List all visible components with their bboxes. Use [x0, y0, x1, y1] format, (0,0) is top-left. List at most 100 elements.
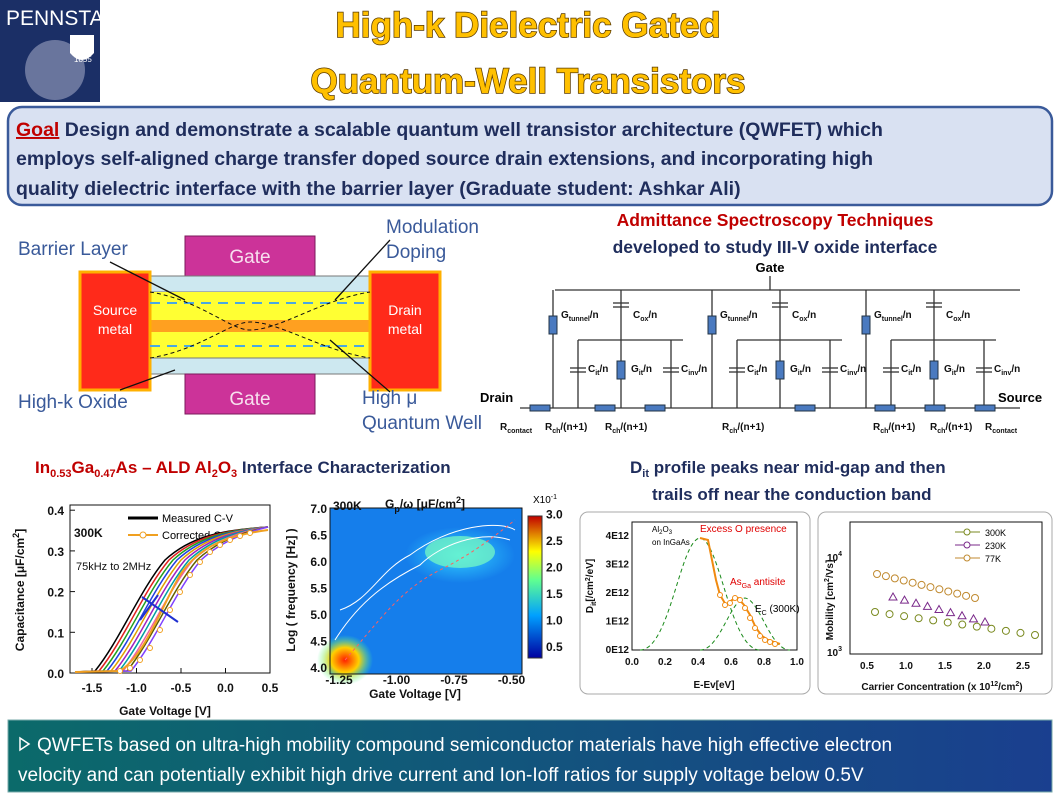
t: it: [591, 601, 598, 606]
label-part: C: [840, 364, 847, 375]
t: /ω [μF/cm: [400, 497, 456, 511]
mobility-point: [899, 595, 910, 604]
fit-curve: [699, 597, 791, 651]
legend-label: 300K: [985, 528, 1006, 538]
corrected-point: [187, 572, 193, 578]
t: (300K): [767, 604, 800, 615]
r-label: Rch/(n+1): [545, 422, 587, 435]
gate-label: Gate: [756, 260, 785, 275]
t: 2: [212, 468, 218, 480]
y-tick-label: 5.0: [310, 608, 327, 622]
mobility-point: [958, 620, 967, 629]
mobility-point: [911, 598, 921, 607]
colorbar-label: 3.0: [546, 508, 563, 522]
label-part: 3: [838, 646, 842, 653]
c-it-label: Cit/n: [901, 364, 921, 377]
mobility-point: [957, 610, 967, 620]
cv-curve: [74, 526, 269, 673]
corrected-point: [137, 657, 143, 663]
corrected-point: [117, 668, 123, 674]
t: Ga: [72, 458, 95, 477]
c-ox-label: Cox/n: [792, 310, 816, 323]
t: C: [762, 610, 767, 617]
goal-box: [6, 105, 1054, 207]
dit-point: [752, 625, 758, 631]
label-part: /(n+1): [560, 422, 587, 433]
t: -1: [551, 494, 557, 501]
resistor: [548, 315, 558, 335]
y-tick-label: 0.4: [47, 504, 64, 518]
x-tick-label: 2.0: [977, 661, 991, 672]
label-part: 10: [827, 648, 839, 659]
gate-bottom: [184, 373, 316, 415]
label-part: /(n+1): [620, 422, 647, 433]
cv-temp: 300K: [74, 526, 103, 540]
label-part: C: [792, 310, 799, 321]
x-tick-label: 0.0: [625, 657, 639, 668]
label-part: /(n+1): [945, 422, 972, 433]
cv-curve: [74, 526, 269, 673]
t: 0.47: [94, 468, 115, 480]
resistor: [529, 404, 551, 412]
y-tick-label: 0.3: [47, 545, 64, 559]
title: Quantum-Well Transistors: [311, 62, 746, 101]
annotation: Excess O presence: [700, 524, 787, 535]
label-part: R: [545, 422, 553, 433]
x-tick-label: 1.0: [790, 657, 804, 668]
x-tick-label: 0.6: [724, 657, 738, 668]
mobility-point: [971, 594, 979, 602]
dit-plot: Al2O3 on InGaAs Excess O presence AsGa a…: [585, 521, 804, 691]
t: it: [642, 468, 649, 480]
mobility-point: [934, 604, 944, 613]
y-tick-label: 104: [827, 551, 842, 564]
barrier-label: Barrier Layer: [18, 239, 128, 260]
mobility-point: [926, 583, 935, 592]
t: 3: [669, 530, 673, 536]
y-label: Mobility [cm2/Vs]: [824, 560, 836, 641]
t: O: [662, 525, 668, 534]
resistor: [874, 404, 896, 412]
t: antisite: [751, 577, 786, 588]
label-part: G: [790, 364, 798, 375]
mobility-point: [1031, 631, 1039, 639]
map-title: Gp/ω [μF/cm2]: [385, 495, 465, 514]
t: X10: [533, 495, 551, 506]
t: p: [394, 504, 400, 514]
dit-point: [747, 615, 753, 621]
corrected-point: [227, 537, 233, 543]
corrected-point: [167, 607, 173, 613]
dit-point: [772, 641, 778, 647]
gp-map: 300K Gp/ω [μF/cm2] X10-1 Log ( frequency…: [284, 494, 563, 701]
t: 0.53: [50, 468, 71, 480]
label-part: G: [561, 310, 569, 321]
x-tick-label: 0.8: [757, 657, 771, 668]
corrected-point: [177, 589, 183, 595]
dit-point: [767, 639, 773, 645]
resistor: [924, 404, 946, 412]
dit-point: [727, 600, 733, 606]
x-tick-label: -1.00: [383, 673, 411, 687]
legend-label: 77K: [985, 554, 1001, 564]
x-label: Gate Voltage [V]: [369, 687, 461, 701]
corrected-point: [207, 549, 213, 555]
mobility-plot: Mobility [cm2/Vs] Carrier Concentration …: [824, 521, 1043, 693]
label-part: it: [798, 370, 803, 377]
dit-title: trails off near the conduction band: [652, 485, 932, 504]
label-part: G: [720, 310, 728, 321]
bullet: [19, 736, 31, 752]
x-tick-label: -0.75: [440, 673, 468, 687]
t: 3: [231, 468, 237, 480]
r-label: Rcontact: [500, 422, 533, 435]
label-part: /n: [802, 364, 811, 375]
resistor: [861, 315, 871, 335]
t: O: [218, 458, 231, 477]
footer-line: velocity and can potentially exhibit hig…: [18, 765, 864, 786]
goal-text: Design and demonstrate a scalable quantu…: [65, 119, 883, 141]
label-part: R: [930, 422, 938, 433]
g-tunnel-label: Gtunnel/n: [720, 310, 758, 323]
admittance-title: Admittance Spectroscopy Techniques: [617, 210, 934, 230]
t: ]: [461, 497, 465, 511]
g-tunnel-label: Gtunnel/n: [874, 310, 912, 323]
legend-label: Measured C-V: [162, 513, 234, 525]
label-part: /(n+1): [737, 422, 764, 433]
